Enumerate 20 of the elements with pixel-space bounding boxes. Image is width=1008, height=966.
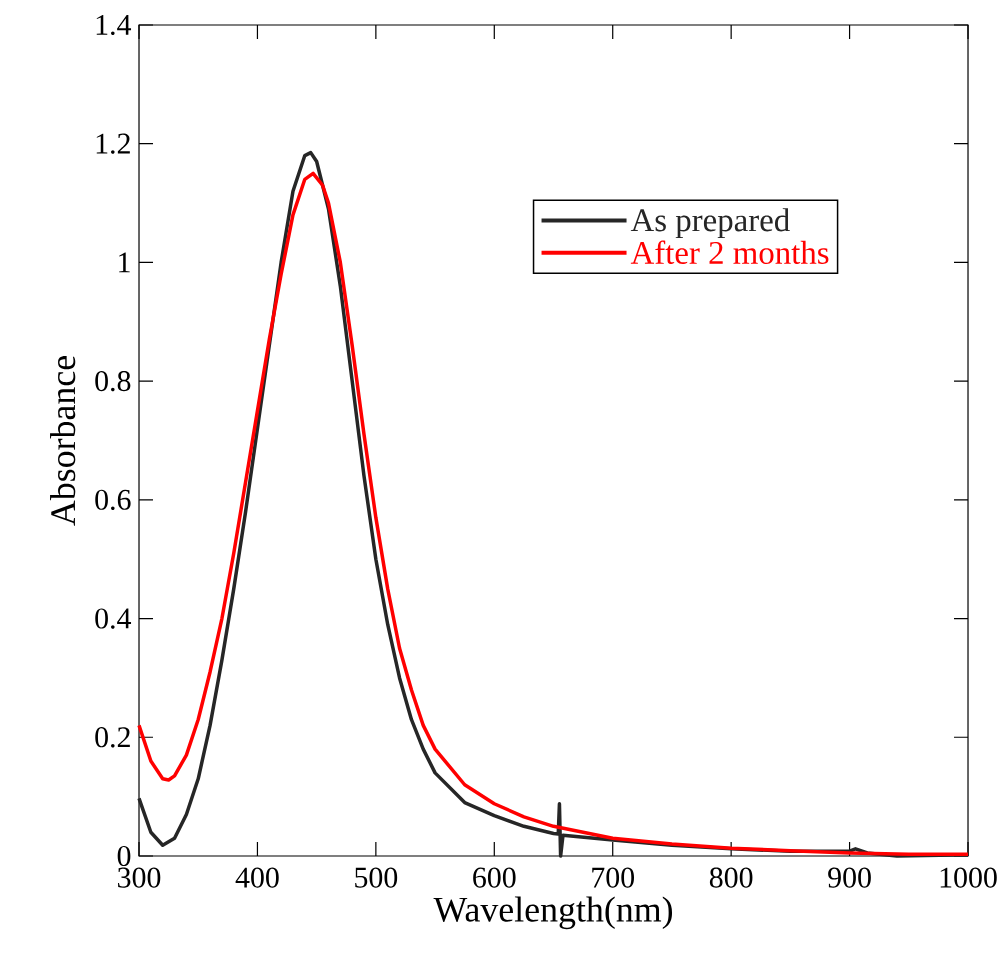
y-tick-label: 0.8 <box>95 370 131 392</box>
y-tick-label: 0.6 <box>95 489 131 510</box>
x-tick-label: 1000 <box>940 867 997 888</box>
y-tick-label: 0.2 <box>95 727 130 748</box>
legend-label: After 2 months <box>630 240 829 265</box>
x-tick-label: 800 <box>709 867 753 888</box>
x-tick-label: 500 <box>355 867 398 888</box>
y-tick-label: 1 <box>119 252 130 273</box>
x-tick-label: 400 <box>235 867 279 888</box>
x-tick-label: 700 <box>592 867 635 888</box>
y-tick-label: 1.2 <box>96 133 130 154</box>
x-axis-title: Wavelength(nm) <box>433 896 673 930</box>
y-axis-title: Absorbance <box>50 356 76 526</box>
y-tick-label: 0.4 <box>95 608 132 629</box>
y-tick-label: 0 <box>117 845 131 867</box>
x-tick-label: 600 <box>473 867 516 888</box>
y-tick-label: 1.4 <box>96 14 132 36</box>
x-tick-label: 300 <box>118 867 161 888</box>
legend-label: As prepared <box>630 208 790 239</box>
x-tick-label: 900 <box>828 867 871 888</box>
